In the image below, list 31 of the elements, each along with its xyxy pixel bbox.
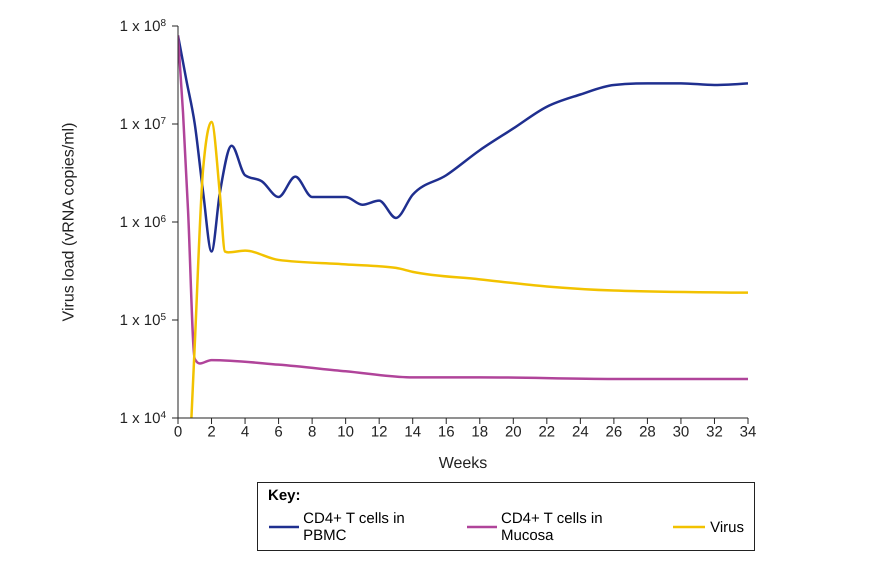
legend-label: CD4+ T cells in PBMC (303, 510, 406, 544)
legend-title: Key: (268, 487, 302, 504)
x-tick-label: 10 (337, 424, 354, 441)
x-tick-label: 14 (404, 424, 422, 441)
y-tick-label: 1 x 10$^{8}$ (120, 18, 166, 35)
x-axis-title: Weeks (438, 455, 488, 472)
y-tick-label: 1 x 10$^{7}$ (120, 116, 166, 133)
legend-label: CD4+ T cells in Mucosa (501, 510, 604, 544)
y-axis-title: Virus load (vRNA copies/ml) (60, 122, 78, 322)
line-series (178, 34, 748, 380)
x-tick-label: 26 (606, 424, 622, 441)
y-tick-label: 1 x 10$^{6}$ (120, 214, 166, 231)
line-series (190, 120, 748, 418)
x-tick-label: 34 (740, 424, 756, 441)
y-tick-label: 1 x 10$^{4}$ (120, 410, 166, 427)
x-tick-label: 6 (274, 424, 283, 441)
x-tick-label: 28 (639, 424, 656, 441)
legend-label: Virus (710, 518, 744, 536)
x-tick-label: 22 (538, 424, 556, 441)
x-tick-label: 24 (572, 424, 589, 441)
x-tick-label: 8 (308, 424, 316, 441)
x-tick-label: 32 (706, 424, 723, 441)
x-tick-label: 20 (504, 424, 522, 441)
x-tick-label: 16 (438, 424, 455, 441)
x-tick-label: 12 (370, 424, 388, 441)
x-tick-label: 0 (174, 424, 182, 441)
x-tick-label: 30 (672, 424, 690, 441)
x-tick-label: 18 (471, 424, 488, 441)
x-tick-label: 2 (207, 424, 216, 441)
y-tick-label: 1 x 10$^{5}$ (120, 312, 166, 329)
x-tick-label: 4 (240, 424, 250, 441)
